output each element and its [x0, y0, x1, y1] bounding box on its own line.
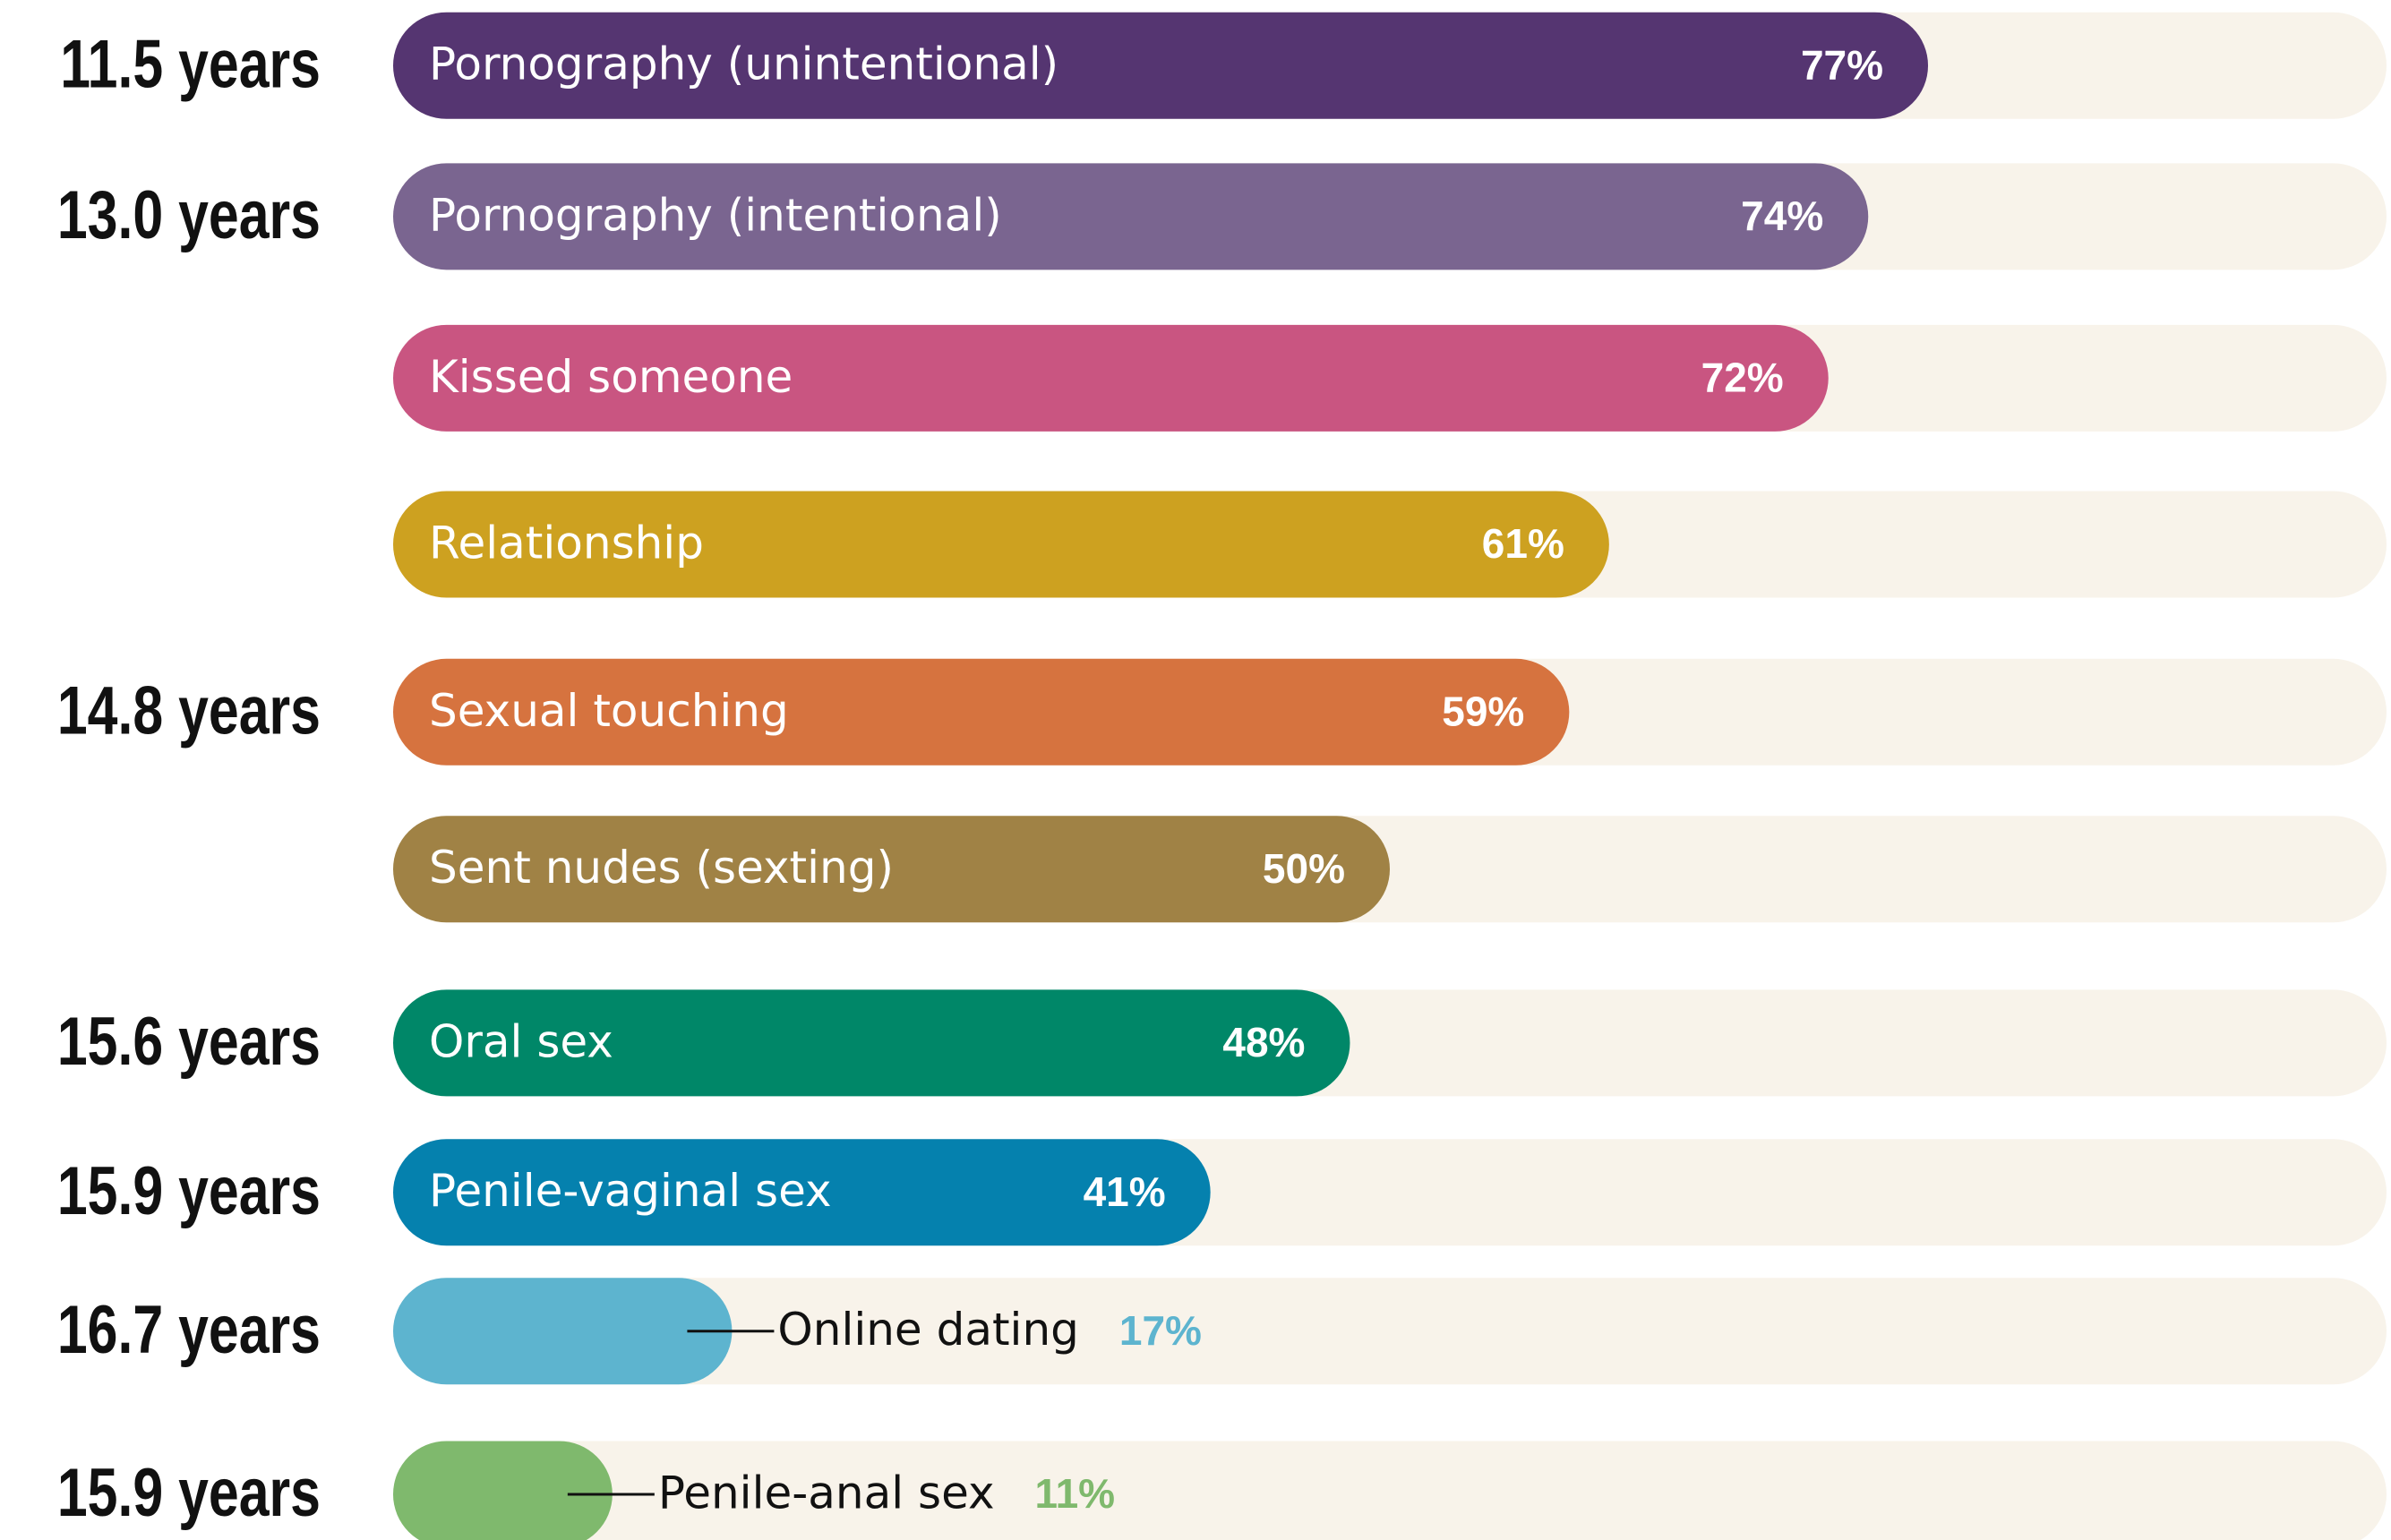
- bar: [393, 1139, 1211, 1246]
- category-label: Relationship: [429, 517, 704, 569]
- age-label: 15.9 years: [57, 1152, 321, 1228]
- value-label: 17%: [1119, 1307, 1202, 1354]
- category-label: Pornography (unintentional): [429, 38, 1058, 90]
- bar: [393, 491, 1609, 598]
- value-label: 77%: [1801, 41, 1883, 88]
- age-label: 15.6 years: [57, 1003, 321, 1079]
- category-label: Sexual touching: [429, 685, 789, 737]
- bar: [393, 324, 1829, 432]
- bar: [393, 1441, 613, 1540]
- category-label: Kissed someone: [429, 351, 793, 403]
- category-label: Oral sex: [429, 1015, 613, 1067]
- age-label: 11.5 years: [60, 26, 321, 102]
- value-label: 61%: [1482, 520, 1564, 567]
- age-label: 14.8 years: [57, 672, 321, 749]
- age-label: 16.7 years: [57, 1291, 321, 1367]
- value-label: 50%: [1263, 845, 1345, 892]
- age-label: 15.9 years: [57, 1455, 321, 1531]
- category-label: Pornography (intentional): [429, 189, 1002, 241]
- age-label: 13.0 years: [57, 176, 321, 252]
- track: [393, 1441, 2387, 1540]
- value-label: 48%: [1222, 1019, 1305, 1065]
- bar: [393, 658, 1570, 766]
- category-label: Penile-anal sex: [658, 1467, 995, 1519]
- value-label: 72%: [1701, 355, 1784, 401]
- value-label: 11%: [1035, 1470, 1116, 1517]
- track: [393, 1278, 2387, 1385]
- category-label: Online dating: [777, 1304, 1078, 1356]
- bar: [393, 1278, 733, 1385]
- value-label: 74%: [1741, 192, 1823, 239]
- bar: [393, 816, 1390, 923]
- bar: [393, 989, 1350, 1097]
- bar: [393, 163, 1869, 270]
- value-label: 41%: [1084, 1168, 1166, 1215]
- value-label: 59%: [1442, 688, 1524, 734]
- category-label: Penile-vaginal sex: [429, 1165, 832, 1217]
- bar: [393, 12, 1929, 119]
- category-label: Sent nudes (sexting): [429, 842, 894, 894]
